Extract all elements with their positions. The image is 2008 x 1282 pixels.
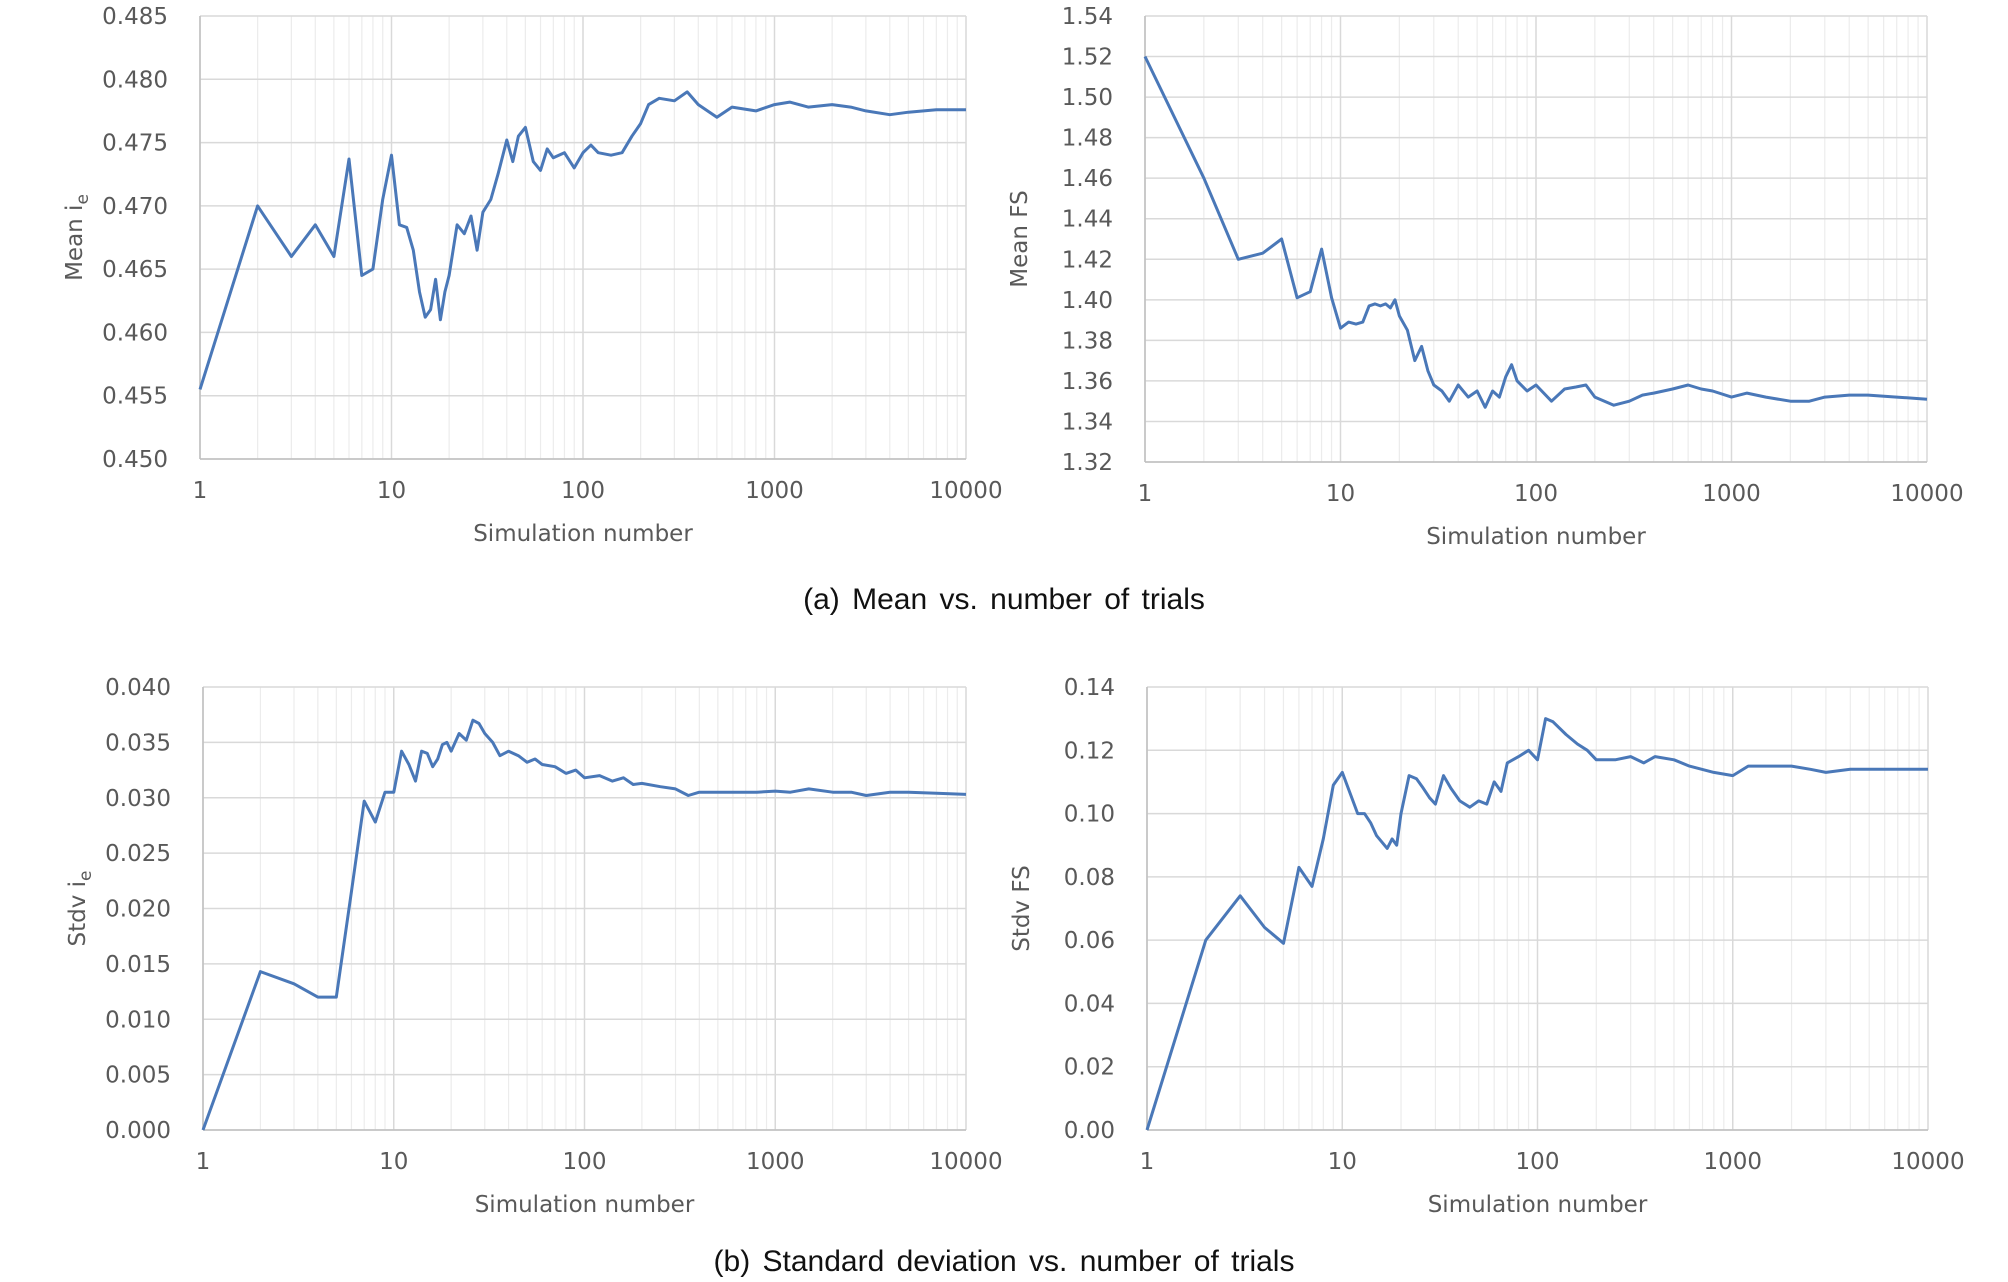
chart-stdv-fs: 0.00 0.02 0.04 0.06 0.08 0.10 0.12 0.14 1 10 100 10… bbox=[1009, 675, 1965, 1218]
x-tick-label: 100 bbox=[1516, 1149, 1560, 1175]
x-tick-label: 1 bbox=[196, 1149, 211, 1175]
x-tick-label: 100 bbox=[563, 1149, 607, 1175]
y-tick-label: 0.00 bbox=[1064, 1118, 1115, 1144]
y-axis-title-main: Mean FS bbox=[1007, 190, 1033, 287]
y-axis-title: Mean ie bbox=[62, 194, 93, 281]
x-tick-label: 10000 bbox=[929, 478, 1002, 504]
y-axis-title: Stdv ie bbox=[65, 871, 96, 947]
x-tick-label: 10000 bbox=[1891, 1149, 1964, 1175]
y-tick-label: 0.02 bbox=[1064, 1055, 1115, 1081]
y-tick-label: 0.12 bbox=[1064, 738, 1115, 764]
x-tick-label: 100 bbox=[561, 478, 605, 504]
series-line bbox=[198, 90, 966, 390]
x-tick-label: 10000 bbox=[1890, 481, 1963, 507]
y-tick-label: 1.34 bbox=[1062, 409, 1113, 435]
x-tick-label: 1000 bbox=[1703, 1149, 1762, 1175]
y-tick-label: 1.38 bbox=[1062, 328, 1113, 354]
y-axis-title-main: Mean i bbox=[62, 205, 88, 281]
x-tick-label: 10 bbox=[379, 1149, 408, 1175]
y-tick-label: 1.52 bbox=[1062, 45, 1113, 71]
y-axis-title: Mean FS bbox=[1007, 190, 1033, 287]
y-tick-label: 0.485 bbox=[102, 4, 168, 30]
y-tick-label: 1.50 bbox=[1062, 85, 1113, 111]
y-tick-label: 0.010 bbox=[105, 1007, 171, 1033]
y-tick-label: 1.48 bbox=[1062, 126, 1113, 152]
y-tick-label: 1.44 bbox=[1062, 207, 1113, 233]
y-tick-label: 1.54 bbox=[1062, 4, 1113, 30]
caption-mean: (a) Mean vs. number of trials bbox=[803, 583, 1205, 616]
y-tick-label: 0.14 bbox=[1064, 675, 1115, 701]
y-tick-label: 0.08 bbox=[1064, 865, 1115, 891]
y-tick-label: 0.000 bbox=[105, 1118, 171, 1144]
y-tick-label: 0.06 bbox=[1064, 928, 1115, 954]
series-line bbox=[1143, 55, 1928, 409]
y-axis-title: Stdv FS bbox=[1009, 865, 1035, 952]
chart-mean-fs: 1.32 1.34 1.36 1.38 1.40 1.42 1.44 1.46 1.48 1.50… bbox=[1007, 4, 1964, 550]
x-tick-label: 1000 bbox=[746, 1149, 805, 1175]
x-tick-label: 10 bbox=[1326, 481, 1355, 507]
y-tick-label: 0.460 bbox=[102, 320, 168, 346]
y-tick-label: 1.36 bbox=[1062, 369, 1113, 395]
y-tick-label: 0.015 bbox=[105, 952, 171, 978]
x-tick-label: 1 bbox=[193, 478, 208, 504]
x-tick-label: 1 bbox=[1138, 481, 1153, 507]
y-tick-label: 0.470 bbox=[102, 194, 168, 220]
y-tick-label: 0.465 bbox=[102, 257, 168, 283]
y-tick-label: 0.020 bbox=[105, 897, 171, 923]
y-tick-label: 0.04 bbox=[1064, 991, 1115, 1017]
y-tick-label: 0.450 bbox=[102, 447, 168, 473]
x-tick-label: 1 bbox=[1140, 1149, 1155, 1175]
x-axis-title: Simulation number bbox=[473, 521, 693, 547]
y-tick-label: 0.480 bbox=[102, 67, 168, 93]
x-tick-label: 10 bbox=[377, 478, 406, 504]
x-axis-title: Simulation number bbox=[1428, 1192, 1648, 1218]
y-tick-label: 0.10 bbox=[1064, 802, 1115, 828]
y-tick-label: 1.40 bbox=[1062, 288, 1113, 314]
y-tick-label: 1.46 bbox=[1062, 166, 1113, 192]
y-tick-label: 0.455 bbox=[102, 384, 168, 410]
chart-stdv-ie: 0.000 0.005 0.010 0.015 0.020 0.025 0.030 0.035… bbox=[65, 675, 1003, 1218]
x-tick-label: 1000 bbox=[1702, 481, 1761, 507]
y-axis-title-main: Stdv i bbox=[65, 881, 91, 947]
x-tick-label: 10000 bbox=[929, 1149, 1002, 1175]
x-axis-title: Simulation number bbox=[1426, 524, 1646, 550]
y-axis-title-main: Stdv FS bbox=[1009, 865, 1035, 952]
y-tick-label: 0.025 bbox=[105, 841, 171, 867]
y-tick-label: 1.42 bbox=[1062, 247, 1113, 273]
y-tick-label: 1.32 bbox=[1062, 450, 1113, 476]
x-tick-label: 100 bbox=[1514, 481, 1558, 507]
series-line bbox=[201, 718, 967, 1131]
y-axis-title-subscript: e bbox=[73, 194, 93, 204]
y-tick-label: 0.030 bbox=[105, 786, 171, 812]
series-line bbox=[1145, 717, 1928, 1131]
y-tick-label: 0.035 bbox=[105, 730, 171, 756]
y-tick-label: 0.475 bbox=[102, 131, 168, 157]
y-axis-title-subscript: e bbox=[76, 871, 96, 881]
caption-stdv: (b) Standard deviation vs. number of tri… bbox=[713, 1245, 1295, 1278]
chart-mean-ie: 0.450 0.455 0.460 0.465 0.470 0.475 0.480 0.485… bbox=[62, 4, 1003, 547]
x-axis-title: Simulation number bbox=[475, 1192, 695, 1218]
y-tick-label: 0.040 bbox=[105, 675, 171, 701]
y-tick-label: 0.005 bbox=[105, 1063, 171, 1089]
x-tick-label: 10 bbox=[1328, 1149, 1357, 1175]
x-tick-label: 1000 bbox=[745, 478, 804, 504]
